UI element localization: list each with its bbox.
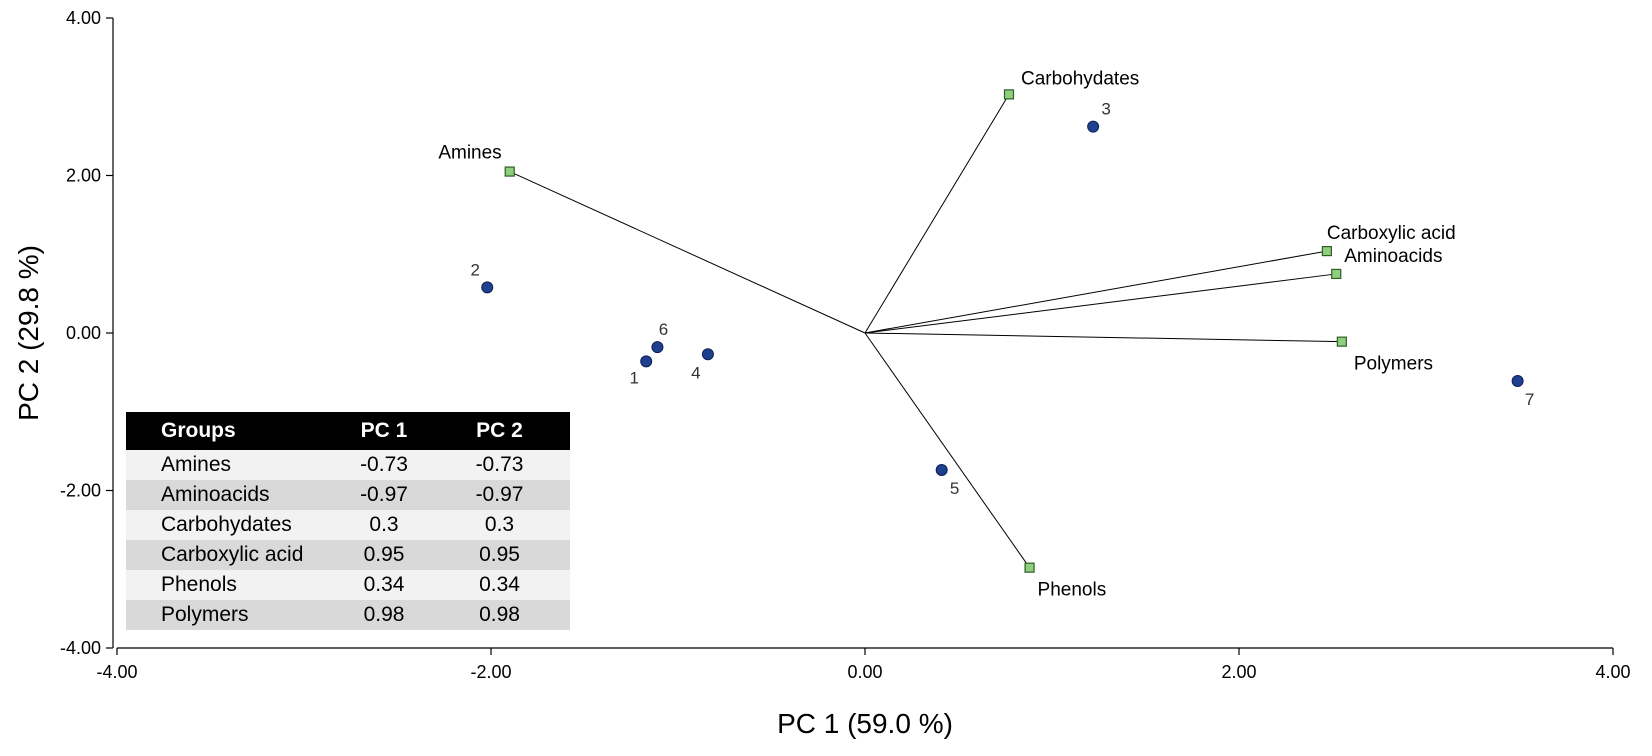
score-point — [935, 464, 948, 477]
loadings-table: Groups PC 1 PC 2 Amines -0.73 -0.73 Amin… — [126, 412, 570, 630]
table-header-pc1: PC 1 — [339, 412, 429, 450]
table-cell-pc1: -0.73 — [339, 450, 429, 480]
table-cell-group: Carboxylic acid — [126, 540, 339, 570]
table-cell-pc1: 0.3 — [339, 510, 429, 540]
score-label: 7 — [1525, 390, 1534, 409]
table-row: Carbohydates 0.3 0.3 — [126, 510, 570, 540]
table-header-groups: Groups — [126, 412, 339, 450]
loading-vector — [864, 332, 1030, 568]
score-point — [1087, 120, 1100, 133]
table-row: Phenols 0.34 0.34 — [126, 570, 570, 600]
table-row: Polymers 0.98 0.98 — [126, 600, 570, 630]
x-axis-title: PC 1 (59.0 %) — [777, 708, 953, 739]
table-cell-pc2: -0.73 — [429, 450, 570, 480]
table-cell-group: Carbohydates — [126, 510, 339, 540]
score-point — [640, 355, 653, 368]
score-label: 5 — [950, 479, 959, 498]
x-tick-label: -4.00 — [96, 662, 137, 682]
table-cell-pc1: 0.95 — [339, 540, 429, 570]
loading-vector — [509, 171, 866, 334]
y-tick-label: 2.00 — [66, 166, 101, 186]
x-tick-label: 0.00 — [847, 662, 882, 682]
table-cell-pc2: 0.34 — [429, 570, 570, 600]
table-cell-group: Phenols — [126, 570, 339, 600]
table-cell-pc1: 0.34 — [339, 570, 429, 600]
score-label: 6 — [659, 320, 668, 339]
table-cell-group: Amines — [126, 450, 339, 480]
loading-label: Amines — [438, 143, 501, 164]
loading-vector — [864, 250, 1327, 334]
loading-label: Carboxylic acid — [1327, 223, 1456, 244]
table-cell-pc1: 0.98 — [339, 600, 429, 630]
score-point — [481, 281, 494, 294]
table-cell-pc2: -0.97 — [429, 480, 570, 510]
score-label: 4 — [691, 363, 700, 382]
y-tick-label: 0.00 — [66, 323, 101, 343]
loading-marker — [1024, 562, 1035, 573]
table-cell-pc2: 0.3 — [429, 510, 570, 540]
loading-marker — [504, 166, 515, 177]
loading-label: Polymers — [1354, 354, 1433, 375]
loading-marker — [1336, 336, 1347, 347]
table-cell-pc2: 0.95 — [429, 540, 570, 570]
table-row: Aminoacids -0.97 -0.97 — [126, 480, 570, 510]
x-tick-label: -2.00 — [470, 662, 511, 682]
loading-vector — [864, 332, 1342, 343]
loading-marker — [1321, 246, 1332, 257]
score-label: 3 — [1101, 100, 1110, 119]
table-row: Carboxylic acid 0.95 0.95 — [126, 540, 570, 570]
score-label: 2 — [471, 260, 480, 279]
loading-label: Phenols — [1038, 580, 1107, 601]
loading-marker — [1003, 89, 1015, 100]
loading-label: Aminoacids — [1344, 246, 1442, 267]
y-tick-label: -4.00 — [60, 638, 101, 658]
table-header-row: Groups PC 1 PC 2 — [126, 412, 570, 450]
x-tick-label: 2.00 — [1221, 662, 1256, 682]
table-header-pc2: PC 2 — [429, 412, 570, 450]
score-point — [701, 348, 714, 361]
score-point — [1511, 375, 1524, 388]
loading-vector — [864, 273, 1337, 334]
y-tick-label: 4.00 — [66, 8, 101, 28]
y-tick-label: -2.00 — [60, 481, 101, 501]
table-cell-group: Polymers — [126, 600, 339, 630]
loading-label: Carbohydates — [1021, 68, 1139, 89]
table-cell-pc1: -0.97 — [339, 480, 429, 510]
loading-marker — [1331, 268, 1342, 280]
table-cell-group: Aminoacids — [126, 480, 339, 510]
table-row: Amines -0.73 -0.73 — [126, 450, 570, 480]
loading-vector — [864, 94, 1010, 334]
score-label: 1 — [629, 368, 638, 387]
x-tick-label: 4.00 — [1595, 662, 1630, 682]
table-cell-pc2: 0.98 — [429, 600, 570, 630]
y-axis-title: PC 2 (29.8 %) — [13, 245, 44, 421]
score-point — [651, 341, 664, 354]
